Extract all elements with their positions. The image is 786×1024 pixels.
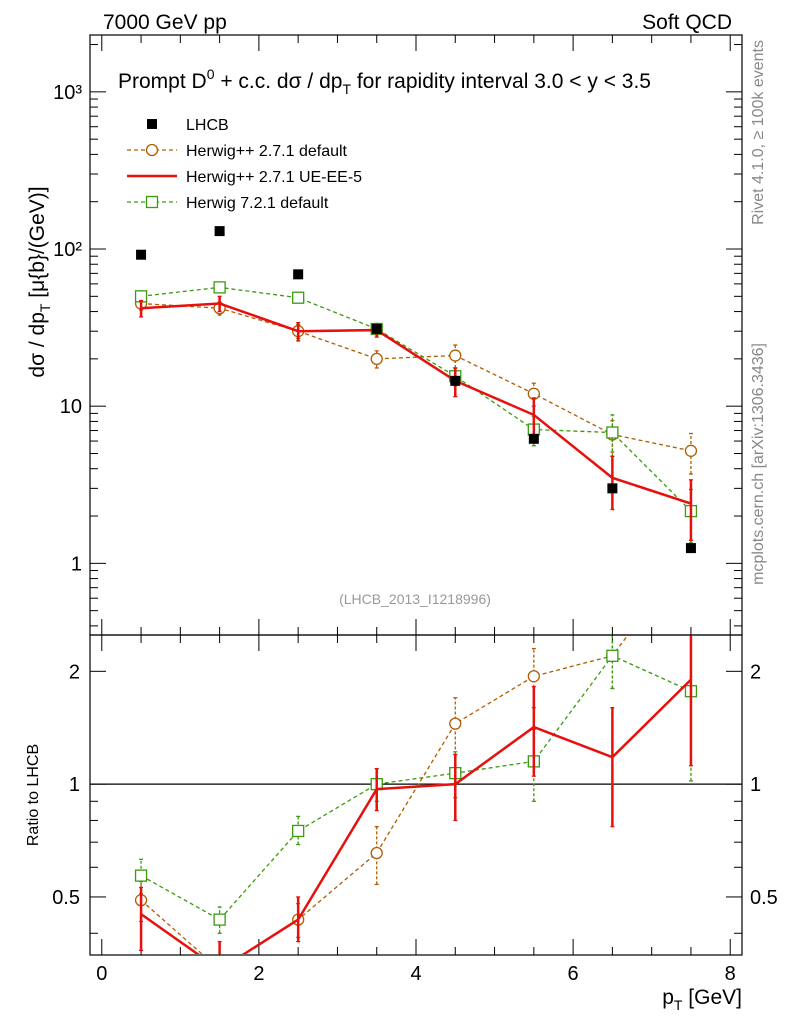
x-tick-label: 4 xyxy=(410,963,421,985)
main-lhcb-point xyxy=(136,249,147,260)
ratio-herwig7-default-point xyxy=(292,824,305,838)
ratio-axis-ticks: 0 2 4 6 8 0.5 0.5 1 1 2 2 xyxy=(52,635,778,985)
legend-marker-herwigpp-default xyxy=(145,143,159,157)
ratio-y-tick-label: 1 xyxy=(69,774,80,796)
legend-item-herwigpp-ueee5: Herwig++ 2.7.1 UE-EE-5 xyxy=(127,169,362,186)
main-lhcb-point xyxy=(450,375,461,386)
main-herwig7-default-point xyxy=(213,281,226,294)
ratio-herwig7-default-point xyxy=(134,869,148,882)
ratio-herwigpp-default-point xyxy=(527,670,540,683)
main-lhcb-point xyxy=(528,433,539,444)
ratio-panel-frame xyxy=(89,634,743,956)
ratio-plot-area xyxy=(134,636,698,975)
main-herwigpp-default-point xyxy=(684,444,698,457)
ratio-y-tick-label-right: 0.5 xyxy=(750,887,778,909)
process-label: Soft QCD xyxy=(642,11,732,34)
legend-item-lhcb: LHCB xyxy=(147,117,229,134)
ratio-herwigpp-default-line xyxy=(140,636,628,954)
main-herwigpp-default-point xyxy=(449,349,462,362)
rivet-label: Rivet 4.1.0, ≥ 100k events xyxy=(750,40,767,225)
legend-label-herwigpp-ueee5: Herwig++ 2.7.1 UE-EE-5 xyxy=(186,169,362,186)
main-y-tick-label: 1 xyxy=(71,553,82,575)
main-lhcb-point xyxy=(214,226,225,237)
main-herwigpp-default-line xyxy=(141,302,692,452)
ratio-herwig7-default-point xyxy=(606,649,619,662)
ratio-herwigpp-default-point xyxy=(370,846,383,860)
legend-label-herwigpp-default: Herwig++ 2.7.1 default xyxy=(186,143,348,160)
ratio-herwig7-default-line xyxy=(140,654,692,921)
legend-item-herwig7-default: Herwig 7.2.1 default xyxy=(127,195,329,212)
main-lhcb-point xyxy=(371,323,382,334)
ratio-herwig7-default-point xyxy=(213,913,226,926)
analysis-reference: (LHCB_2013_I1218996) xyxy=(339,591,491,607)
x-tick-label: 6 xyxy=(568,963,579,985)
x-tick-label: 8 xyxy=(725,963,736,985)
main-axis-ticks: 1 10 10² 10³ xyxy=(53,35,742,635)
legend-marker-herwig7-default xyxy=(145,195,159,209)
main-lhcb-point xyxy=(607,483,618,494)
plot-title: Prompt D0 + c.c. dσ / dpT for rapidity i… xyxy=(118,66,651,97)
main-herwig7-default-line xyxy=(140,286,692,512)
legend-marker-lhcb xyxy=(147,119,157,129)
ratio-y-tick-label-right: 1 xyxy=(750,774,761,796)
legend: LHCB Herwig++ 2.7.1 default Herwig++ 2.7… xyxy=(127,117,362,212)
energy-label: 7000 GeV pp xyxy=(103,11,227,34)
main-lhcb-point xyxy=(293,269,304,280)
x-tick-label: 2 xyxy=(253,963,264,985)
ratio-y-tick-label: 2 xyxy=(69,661,80,683)
ratio-herwigpp-default-point xyxy=(449,717,462,730)
x-tick-label: 0 xyxy=(96,963,107,985)
legend-label-herwig7-default: Herwig 7.2.1 default xyxy=(186,195,329,212)
main-herwig7-default-point xyxy=(606,426,619,439)
ratio-y-axis-label: Ratio to LHCB xyxy=(25,744,42,846)
ratio-herwigpp-ueee5-line xyxy=(140,678,692,954)
x-axis-label: pT [GeV] xyxy=(662,986,742,1013)
ratio-y-tick-label: 0.5 xyxy=(52,887,80,909)
main-herwig7-default-point xyxy=(292,291,305,304)
mcplots-label: mcplots.cern.ch [arXiv:1306.3436] xyxy=(750,343,767,585)
legend-item-herwigpp-default: Herwig++ 2.7.1 default xyxy=(127,143,348,160)
ratio-y-tick-label-right: 2 xyxy=(750,661,761,683)
main-y-tick-label: 10³ xyxy=(53,82,82,104)
main-lhcb-point xyxy=(685,543,696,554)
main-y-axis-label: dσ / dpT [μ{b}/(GeV)] xyxy=(26,186,53,377)
legend-label-lhcb: LHCB xyxy=(186,117,229,134)
main-plot-area xyxy=(134,226,698,554)
main-y-tick-label: 10² xyxy=(53,239,82,261)
main-herwigpp-default-point xyxy=(370,352,383,366)
main-y-tick-label: 10 xyxy=(60,396,82,418)
ratio-herwigpp-default-point xyxy=(214,964,225,975)
main-herwigpp-ueee5-line xyxy=(140,302,692,505)
